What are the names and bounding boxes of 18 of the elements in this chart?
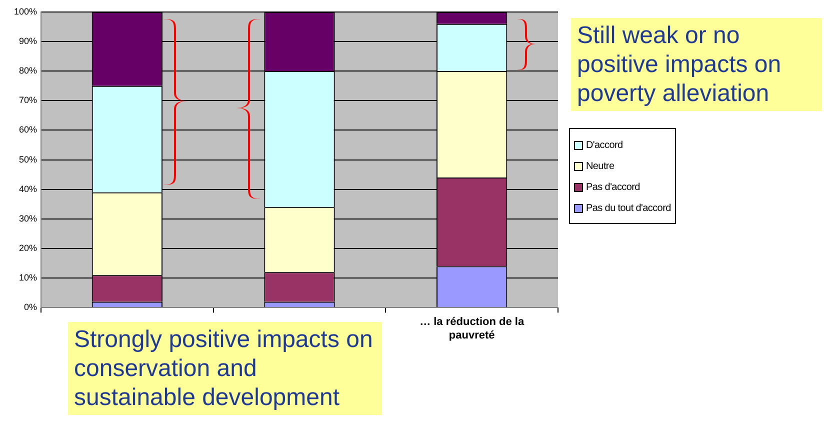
text: Strongly positive impacts on conservation and sustainable development <box>68 322 382 415</box>
y-tick-label: 40% <box>18 184 37 194</box>
legend-label: Pas du tout d'accord <box>586 203 671 214</box>
x-tick-label: … la réduction de la pauvreté <box>420 316 525 342</box>
y-tick-label: 30% <box>18 213 37 224</box>
y-tick-label: 90% <box>18 36 37 46</box>
legend-label: Neutre <box>586 161 614 172</box>
legend-label: D'accord <box>586 140 623 151</box>
y-tick-label: 0% <box>24 302 37 312</box>
y-tick-label: 60% <box>18 124 37 135</box>
y-tick-label: 100% <box>14 6 37 16</box>
y-tick-label: 70% <box>18 95 37 106</box>
y-tick-label: 50% <box>18 154 37 164</box>
y-tick-label: 80% <box>18 66 37 76</box>
legend-label: Pas d'accord <box>586 182 640 193</box>
text: Still weak or no positive impacts on poverty alleviation <box>571 18 822 111</box>
y-tick-label: 10% <box>18 272 37 283</box>
y-tick-label: 20% <box>18 242 37 253</box>
